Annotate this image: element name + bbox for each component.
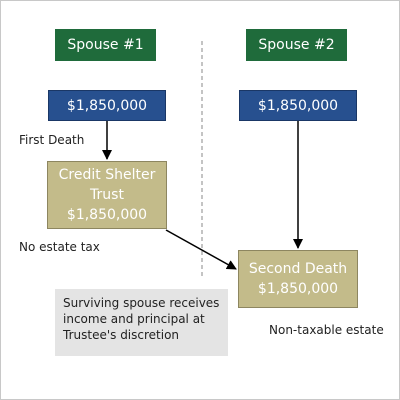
spouse1-header: Spouse #1 [55,29,156,61]
surviving-spouse-note: Surviving spouse receives income and pri… [55,289,228,356]
non-taxable-estate-label: Non-taxable estate [269,323,384,337]
second-death-box: Second Death $1,850,000 [238,250,358,308]
arrow-trust-to-second-death [165,229,237,270]
spouse1-title: Spouse #1 [67,37,144,53]
first-death-label: First Death [19,133,85,147]
spouse2-amount: $1,850,000 [257,97,339,114]
note-line2: income and principal at [63,312,205,326]
spouse1-amount: $1,850,000 [66,97,148,114]
spouse2-amount-box: $1,850,000 [239,90,357,121]
second-death-line1: Second Death [248,261,348,277]
note-line1: Surviving spouse receives [63,296,220,310]
credit-shelter-trust-box: Credit Shelter Trust $1,850,000 [47,161,167,229]
credit-shelter-amount: $1,850,000 [66,207,148,223]
spouse2-title: Spouse #2 [258,37,335,53]
credit-shelter-line2: Trust [90,187,124,203]
credit-shelter-line1: Credit Shelter [58,167,156,183]
spouse2-header: Spouse #2 [246,29,347,61]
note-line3: Trustee's discretion [63,328,180,342]
no-estate-tax-label: No estate tax [19,240,100,254]
spouse1-amount-box: $1,850,000 [48,90,166,121]
second-death-amount: $1,850,000 [257,281,339,297]
